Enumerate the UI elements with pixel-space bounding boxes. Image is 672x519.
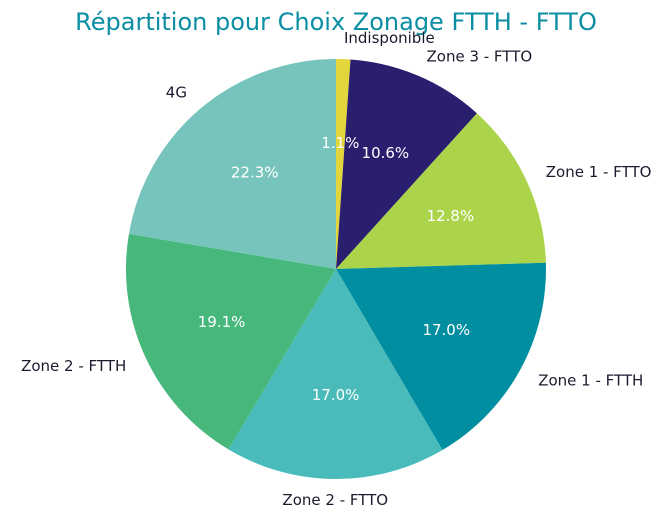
pie-slices — [126, 59, 546, 479]
pie-slice-zone-1-ftth — [336, 262, 546, 451]
pct-label-zone-2-ftth: 19.1% — [198, 313, 246, 331]
slice-label-zone-3-ftto: Zone 3 - FTTO — [426, 47, 532, 65]
slice-label-4g: 4G — [166, 84, 187, 102]
pct-label-indisponible: 1.1% — [321, 134, 359, 152]
pie-slice-zone-1-ftto — [336, 113, 546, 269]
slice-label-zone-1-ftth: Zone 1 - FTTH — [538, 372, 643, 390]
percent-labels: 1.1%10.6% 12.8% 17.0% 17.0% 19.1% 22.3% — [198, 134, 474, 404]
chart-title: Répartition pour Choix Zonage FTTH - FTT… — [75, 8, 597, 36]
pct-label-zone-1-ftto: 12.8% — [427, 207, 475, 225]
slice-label-zone-1-ftto: Zone 1 - FTTO — [546, 163, 652, 181]
pct-label-zone-3-ftto: 10.6% — [362, 144, 410, 162]
slice-label-zone-2-ftth: Zone 2 - FTTH — [21, 357, 126, 375]
pie-slice-4g — [128, 59, 336, 269]
slice-label-indisponible: Indisponible — [344, 29, 435, 47]
slice-label-zone-2-ftto: Zone 2 - FTTO — [282, 491, 388, 509]
pie-slice-zone-2-ftto — [228, 269, 443, 479]
pct-label-zone-2-ftto: 17.0% — [312, 386, 360, 404]
pie-slice-indisponible — [336, 59, 351, 269]
pie-slice-zone-2-ftth — [126, 233, 337, 450]
pct-label-zone-1-ftth: 17.0% — [422, 321, 470, 339]
pie-slice-zone-3-ftto — [336, 59, 477, 269]
pct-label-4g: 22.3% — [231, 164, 279, 182]
